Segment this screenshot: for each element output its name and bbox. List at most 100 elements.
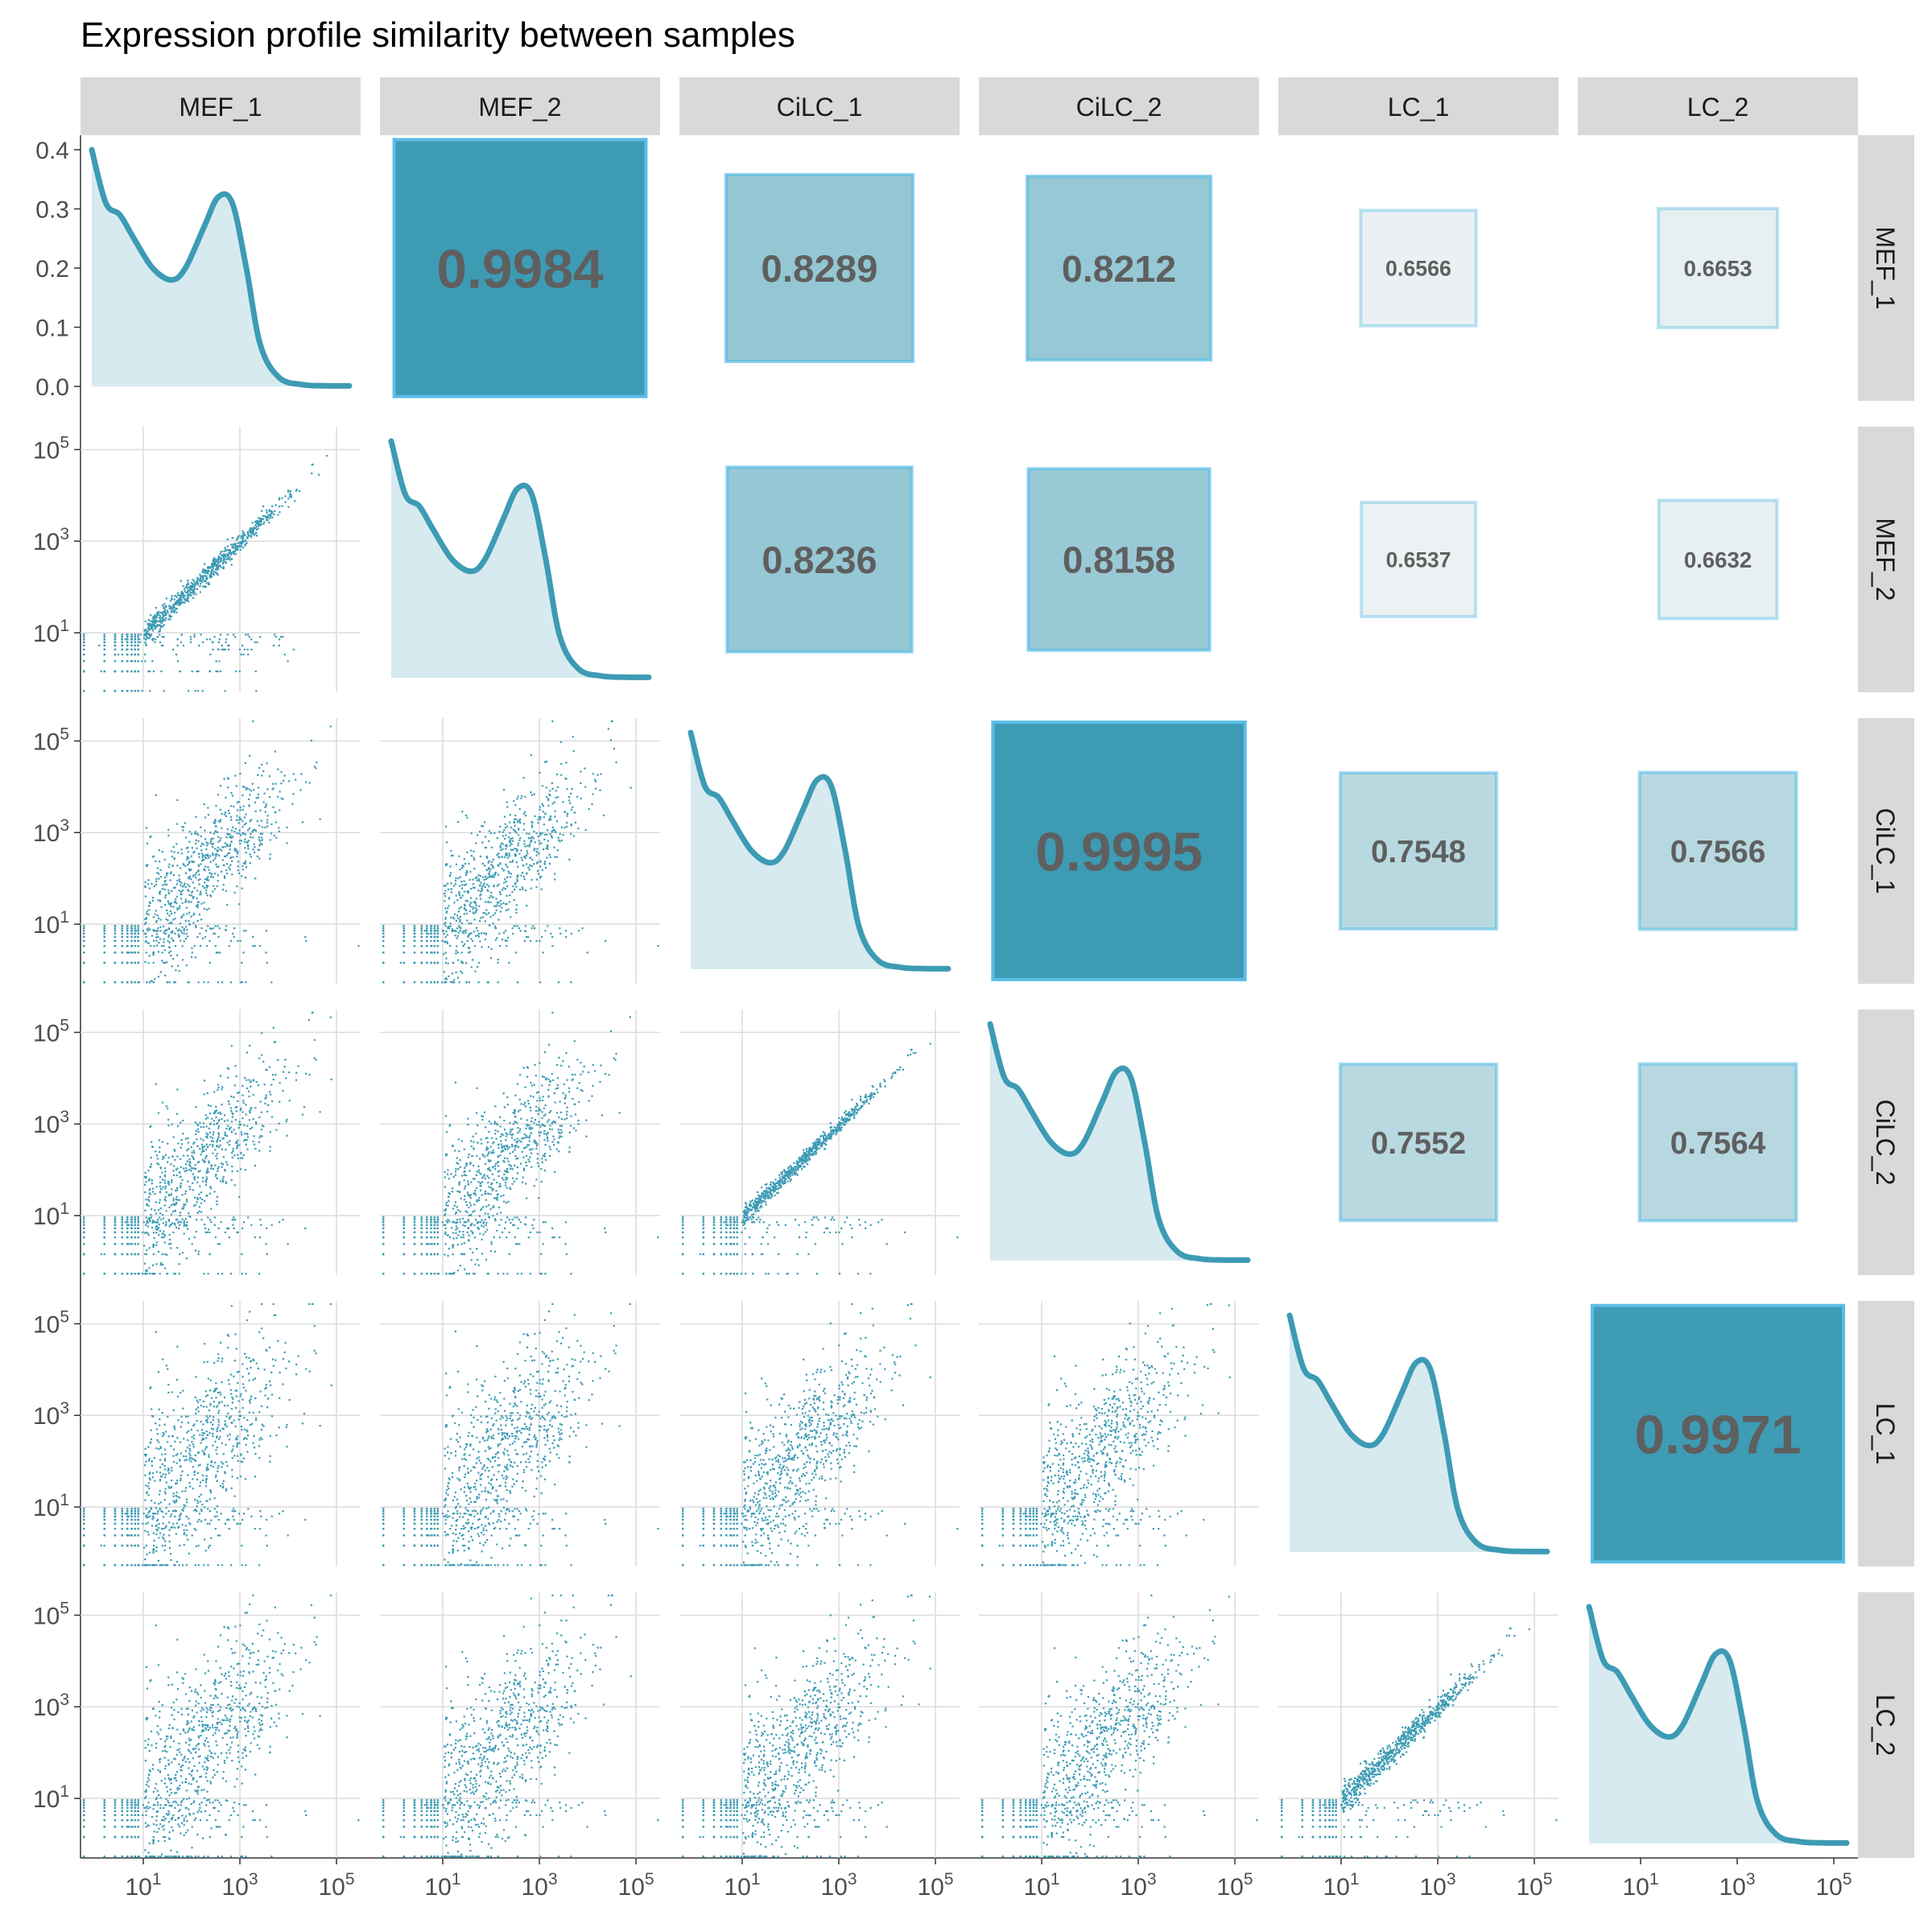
scatter-point: [531, 927, 533, 929]
scatter-point: [449, 875, 451, 877]
scatter-point: [217, 1127, 219, 1129]
scatter-point: [254, 527, 256, 529]
scatter-point: [260, 1224, 262, 1226]
scatter-point: [274, 1042, 275, 1043]
scatter-point: [180, 882, 182, 884]
scatter-point: [279, 506, 280, 507]
panel-cilc_1-cilc_1: [691, 733, 948, 969]
scatter-point: [218, 820, 220, 822]
scatter-point: [568, 796, 570, 798]
scatter-point: [150, 1125, 151, 1127]
scatter-point: [138, 660, 139, 662]
scatter-point: [188, 923, 190, 925]
scatter-point: [200, 583, 201, 584]
scatter-point: [164, 612, 166, 613]
scatter-point: [496, 937, 497, 939]
scatter-point: [143, 638, 145, 639]
scatter-point: [180, 1183, 182, 1184]
scatter-point: [479, 940, 481, 942]
scatter-point: [217, 886, 218, 887]
scatter-point: [164, 975, 166, 976]
scatter-point: [186, 1170, 188, 1171]
scatter-point: [184, 1232, 185, 1234]
scatter-point: [506, 866, 508, 868]
scatter-point: [126, 962, 128, 964]
scatter-point: [188, 901, 190, 902]
scatter-point: [229, 945, 230, 947]
scatter-point: [229, 551, 230, 552]
scatter-point: [184, 822, 186, 824]
scatter-point: [194, 1179, 196, 1180]
scatter-point: [290, 490, 291, 492]
scatter-point: [615, 762, 617, 763]
scatter-point: [510, 838, 511, 840]
scatter-point: [184, 586, 186, 588]
scatter-point: [258, 522, 260, 524]
scatter-point: [513, 800, 514, 802]
scatter-point: [245, 981, 246, 983]
scatter-point: [217, 925, 218, 927]
scatter-point: [128, 952, 130, 953]
scatter-point: [242, 1100, 244, 1101]
scatter-point: [191, 947, 192, 949]
scatter-point: [213, 564, 214, 566]
scatter-point: [238, 832, 240, 834]
scatter-point: [504, 857, 506, 858]
scatter-point: [147, 914, 149, 915]
scatter-point: [194, 636, 196, 638]
scatter-point: [155, 914, 156, 915]
scatter-point: [270, 981, 272, 983]
scatter-point: [241, 875, 242, 877]
scatter-point: [445, 936, 447, 938]
scatter-point: [189, 869, 191, 871]
scatter-point: [163, 1217, 164, 1219]
scatter-point: [499, 945, 501, 947]
scatter-point: [180, 891, 182, 893]
scatter-point: [150, 945, 151, 947]
scatter-point: [262, 770, 264, 772]
scatter-point: [382, 933, 384, 935]
scatter-point: [261, 844, 262, 845]
scatter-point: [161, 906, 163, 908]
scatter-point: [462, 932, 464, 934]
column-label: CiLC_1: [777, 93, 863, 122]
scatter-point: [221, 813, 222, 815]
scatter-point: [175, 601, 176, 603]
scatter-point: [448, 926, 449, 927]
scatter-point: [188, 1169, 190, 1170]
scatter-point: [230, 543, 232, 545]
correlation-value: 0.8212: [1062, 248, 1176, 290]
scatter-point: [114, 930, 116, 931]
scatter-point: [148, 905, 150, 906]
scatter-point: [473, 913, 475, 914]
scatter-point: [255, 830, 257, 832]
scatter-point: [269, 857, 270, 859]
scatter-point: [236, 815, 237, 816]
scatter-point: [242, 865, 243, 867]
scatter-point: [548, 794, 550, 795]
scatter-point: [209, 1144, 211, 1146]
scatter-point: [160, 1167, 162, 1169]
scatter-point: [237, 539, 238, 540]
scatter-point: [165, 1221, 167, 1223]
scatter-point: [262, 839, 263, 840]
scatter-point: [455, 880, 456, 881]
scatter-point: [130, 945, 132, 947]
scatter-point: [275, 504, 276, 506]
scatter-point: [462, 931, 464, 932]
scatter-point: [279, 498, 280, 500]
scatter-point: [260, 518, 262, 519]
scatter-point: [456, 920, 457, 922]
scatter-point: [199, 933, 200, 935]
scatter-point: [138, 945, 139, 947]
scatter-point: [165, 1224, 167, 1225]
scatter-point: [222, 859, 224, 861]
scatter-point: [83, 654, 85, 655]
scatter-point: [469, 910, 471, 912]
scatter-point: [213, 860, 214, 861]
scatter-point: [126, 952, 128, 953]
scatter-point: [254, 1236, 256, 1238]
scatter-point: [541, 889, 543, 890]
scatter-point: [242, 1273, 243, 1274]
scatter-point: [152, 630, 154, 631]
